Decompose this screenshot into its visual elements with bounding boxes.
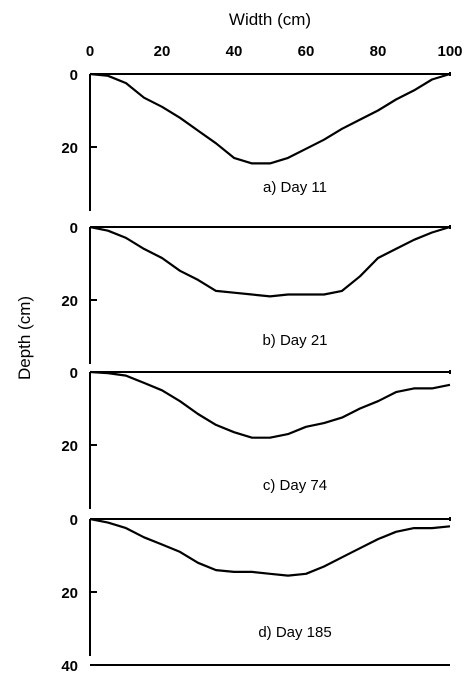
y-tick-label: 0 bbox=[70, 220, 78, 237]
y-tick-label: 20 bbox=[61, 140, 78, 157]
panel-label: d) Day 185 bbox=[258, 624, 331, 641]
x-tick-label: 0 bbox=[86, 43, 94, 60]
x-tick-label: 20 bbox=[154, 43, 171, 60]
y-tick-label: 20 bbox=[61, 585, 78, 602]
x-tick-label: 40 bbox=[226, 43, 243, 60]
panel-label: c) Day 74 bbox=[263, 477, 327, 494]
y-axis-title: Depth (cm) bbox=[15, 296, 34, 380]
y-tick-label: 0 bbox=[70, 512, 78, 529]
y-tick-label: 20 bbox=[61, 438, 78, 455]
x-tick-label: 60 bbox=[298, 43, 315, 60]
y-tick-label: 0 bbox=[70, 365, 78, 382]
y-tick-label: 20 bbox=[61, 293, 78, 310]
panels: 0 20 a) Day 11 0 20 b) Day 21 0 20 c) Day 74 0 20 4… bbox=[61, 67, 451, 675]
x-tick-label: 100 bbox=[437, 43, 462, 60]
panel-label: a) Day 11 bbox=[263, 179, 327, 196]
panel-3: 0 20 c) Day 74 bbox=[61, 365, 451, 509]
panel-label: b) Day 21 bbox=[262, 332, 327, 349]
x-axis-title: Width (cm) bbox=[229, 10, 311, 29]
depth-profile-line bbox=[89, 370, 451, 439]
panel-4: 0 20 40 d) Day 185 bbox=[61, 512, 451, 675]
depth-profile-line bbox=[89, 517, 451, 577]
y-tick-label: 40 bbox=[61, 658, 78, 675]
panel-2: 0 20 b) Day 21 bbox=[61, 220, 451, 364]
depth-profile-line bbox=[89, 72, 451, 165]
y-tick-label: 0 bbox=[70, 67, 78, 84]
depth-profile-line bbox=[89, 225, 451, 298]
panel-1: 0 20 a) Day 11 bbox=[61, 67, 451, 211]
x-tick-label: 80 bbox=[370, 43, 387, 60]
x-axis-ticks: 0 20 40 60 80 100 bbox=[86, 43, 463, 60]
